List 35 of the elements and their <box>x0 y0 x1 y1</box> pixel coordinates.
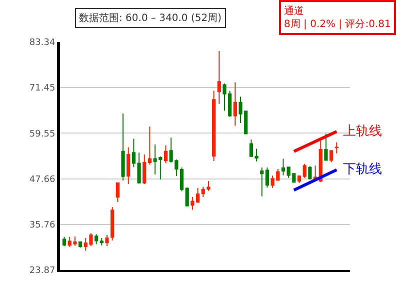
y-tick-label: 23.87 <box>29 266 56 276</box>
y-tick-label: 71.45 <box>29 84 56 94</box>
candlestick <box>185 186 189 206</box>
candlestick <box>78 241 82 248</box>
candlestick <box>297 175 302 184</box>
y-tick-label: 59.55 <box>29 129 56 140</box>
candlestick <box>334 142 338 154</box>
candlestick <box>233 82 237 126</box>
candlestick <box>308 165 312 180</box>
y-tick-label: 35.76 <box>29 220 56 231</box>
candlestick <box>324 133 328 161</box>
candlestick <box>94 234 98 245</box>
candlestick <box>126 146 130 185</box>
candlestick <box>302 163 306 178</box>
text: 通道 8周 | 0.2% | 评分:0.81 <box>284 5 391 30</box>
candlestick <box>164 144 168 164</box>
candlestick <box>318 140 322 183</box>
candlestick <box>142 154 146 185</box>
candlestick <box>217 50 221 104</box>
candlestick <box>100 238 104 246</box>
candlestick <box>180 167 184 192</box>
candlestick <box>121 112 125 182</box>
y-tick-label: 83.34 <box>29 38 56 48</box>
text: 数据范围: 60.0 – 340.0 (52周) <box>79 12 222 24</box>
series-label: 下轨线 <box>343 162 382 177</box>
candlestick <box>260 167 264 197</box>
candlestick <box>62 236 66 247</box>
candlestick <box>116 182 120 203</box>
candlestick <box>148 126 152 165</box>
candlestick <box>281 158 286 176</box>
candlestick <box>330 150 334 163</box>
candlestick <box>265 167 270 188</box>
candlestick <box>212 90 216 162</box>
series-label: 上轨线 <box>343 124 382 139</box>
y-tick-label: 47.66 <box>29 174 56 185</box>
